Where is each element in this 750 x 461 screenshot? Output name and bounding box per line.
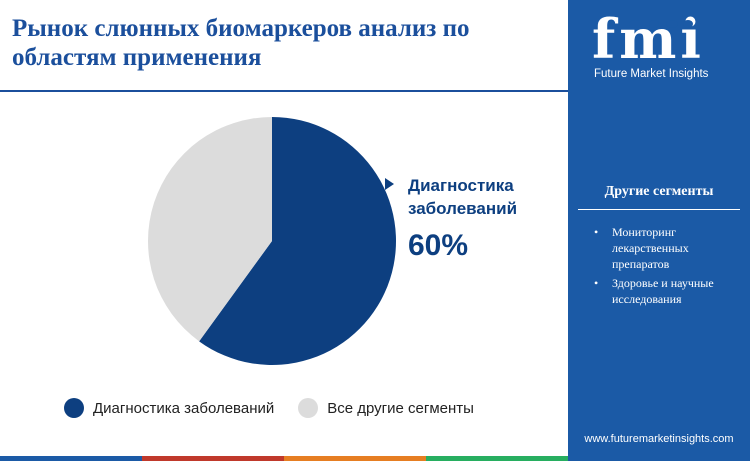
logo-subtitle: Future Market Insights (594, 68, 709, 80)
pie-slice-diagnostics (199, 117, 396, 365)
website-link[interactable]: www.futuremarketinsights.com (584, 433, 734, 445)
legend-label-other: Все другие сегменты (327, 399, 474, 417)
stripe-segment-green (426, 456, 568, 461)
panel-divider (578, 209, 740, 210)
legend-item-other: Все другие сегменты (298, 398, 474, 418)
segment-item: Мониторинг лекарственных препаратов (592, 224, 742, 272)
pie-chart (148, 117, 396, 365)
stripe-segment-red (142, 456, 284, 461)
other-segments-list: Мониторинг лекарственных препаратов Здор… (592, 224, 742, 310)
stripe-segment-orange (284, 456, 426, 461)
bottom-color-stripe (0, 456, 568, 461)
logo-letters: fmi (592, 7, 705, 71)
pie-slice-other (148, 117, 272, 342)
other-segments-title: Другие сегменты (604, 184, 714, 199)
legend-swatch-diagnostics (64, 398, 84, 418)
stripe-segment-blue (0, 456, 142, 461)
chart-title: Рынок слюнных биомаркеров анализ по обла… (12, 15, 470, 71)
legend-swatch-other (298, 398, 319, 418)
legend-label-diagnostics: Диагностика заболеваний (93, 399, 275, 417)
legend-item-diagnostics: Диагностика заболеваний (64, 398, 274, 418)
globe-map-icon (629, 20, 693, 28)
callout-value: 60% (408, 229, 469, 262)
callout-label: Диагностика заболеваний (408, 176, 518, 218)
title-divider (0, 90, 568, 92)
callout-arrow-icon (385, 178, 394, 190)
fmi-logo: fmi Future Market Insights (582, 8, 742, 86)
segment-item: Здоровье и научные исследования (592, 275, 742, 307)
sidebar: fmi Future Market Insights Другие сегмен… (568, 0, 750, 461)
legend: Диагностика заболеваний Все другие сегме… (64, 397, 498, 419)
